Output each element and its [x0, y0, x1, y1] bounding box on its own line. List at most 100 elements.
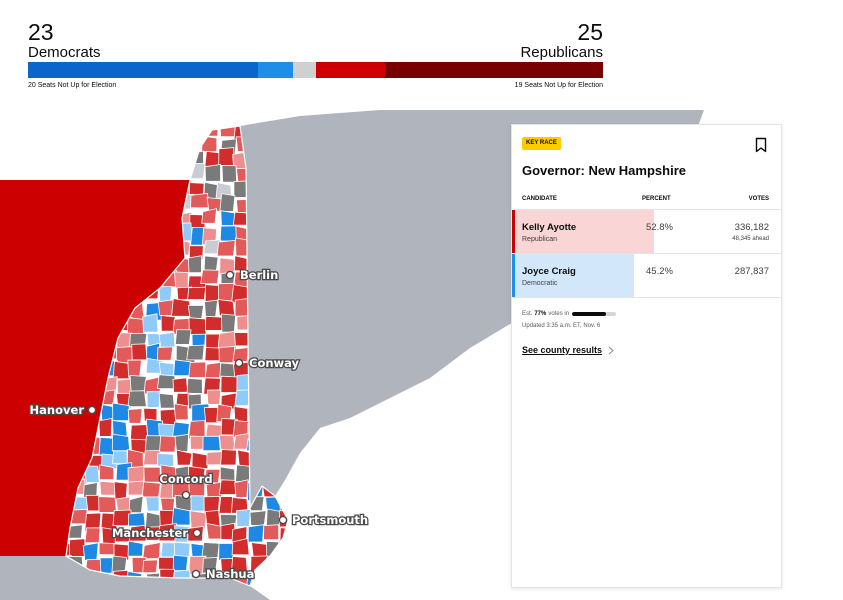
town-shape[interactable] [69, 119, 87, 138]
town-shape[interactable] [235, 464, 252, 483]
town-shape[interactable] [204, 164, 221, 182]
town-shape[interactable] [68, 149, 86, 167]
town-shape[interactable] [114, 121, 130, 138]
town-shape[interactable] [129, 374, 147, 393]
candidate-row-ayotte[interactable]: Kelly Ayotte Republican 52.8% 336,182 48… [512, 210, 781, 254]
town-shape[interactable] [201, 208, 218, 224]
town-shape[interactable] [127, 390, 147, 408]
town-shape[interactable] [172, 377, 189, 393]
town-shape[interactable] [160, 542, 177, 558]
town-shape[interactable] [295, 464, 311, 478]
town-shape[interactable] [54, 133, 72, 150]
town-shape[interactable] [129, 424, 149, 441]
town-shape[interactable] [113, 481, 128, 500]
see-county-results-link[interactable]: See county results [522, 345, 614, 355]
town-shape[interactable] [297, 570, 310, 584]
town-shape[interactable] [234, 389, 251, 407]
town-shape[interactable] [190, 192, 210, 209]
town-shape[interactable] [127, 359, 142, 378]
town-shape[interactable] [202, 435, 221, 452]
town-shape[interactable] [191, 333, 206, 347]
town-shape[interactable] [230, 556, 249, 575]
town-shape[interactable] [158, 286, 173, 302]
candidate-row-craig[interactable]: Joyce Craig Democratic 45.2% 287,837 [512, 254, 781, 298]
town-shape[interactable] [172, 554, 189, 572]
town-shape[interactable] [203, 255, 219, 273]
town-shape[interactable] [143, 466, 161, 483]
town-shape[interactable] [67, 139, 85, 155]
town-shape[interactable] [172, 421, 190, 437]
town-shape[interactable] [174, 433, 190, 452]
town-shape[interactable] [297, 455, 313, 468]
town-shape[interactable] [191, 451, 209, 470]
town-shape[interactable] [99, 133, 119, 151]
town-shape[interactable] [220, 449, 237, 466]
town-shape[interactable] [112, 450, 128, 465]
town-shape[interactable] [85, 494, 101, 512]
town-shape[interactable] [187, 305, 204, 319]
town-shape[interactable] [97, 166, 116, 183]
town-shape[interactable] [97, 120, 117, 138]
town-shape[interactable] [173, 359, 192, 377]
town-shape[interactable] [173, 403, 189, 421]
town-shape[interactable] [98, 418, 113, 437]
town-shape[interactable] [158, 331, 176, 348]
town-shape[interactable] [220, 313, 237, 333]
town-shape[interactable] [186, 344, 205, 361]
town-shape[interactable] [186, 121, 204, 136]
town-shape[interactable] [55, 166, 73, 182]
town-shape[interactable] [217, 330, 237, 350]
town-shape[interactable] [158, 392, 175, 409]
town-shape[interactable] [220, 375, 239, 393]
town-shape[interactable] [218, 542, 235, 561]
town-shape[interactable] [53, 152, 71, 171]
town-shape[interactable] [98, 464, 115, 481]
town-shape[interactable] [173, 125, 192, 141]
town-shape[interactable] [190, 495, 206, 512]
town-shape[interactable] [130, 122, 147, 138]
town-shape[interactable] [293, 497, 310, 511]
town-shape[interactable] [219, 193, 236, 212]
town-shape[interactable] [231, 538, 250, 556]
town-shape[interactable] [218, 434, 236, 451]
town-shape[interactable] [173, 134, 191, 152]
town-shape[interactable] [130, 150, 147, 169]
town-shape[interactable] [144, 435, 163, 452]
town-shape[interactable] [112, 402, 130, 422]
town-shape[interactable] [143, 121, 161, 136]
town-shape[interactable] [112, 360, 131, 380]
town-shape[interactable] [200, 269, 220, 285]
town-shape[interactable] [175, 449, 193, 466]
town-shape[interactable] [68, 165, 85, 182]
town-shape[interactable] [141, 481, 161, 498]
town-shape[interactable] [236, 509, 252, 527]
town-shape[interactable] [264, 567, 284, 584]
town-shape[interactable] [174, 329, 192, 345]
town-shape[interactable] [157, 148, 173, 165]
town-shape[interactable] [113, 543, 131, 561]
town-shape[interactable] [275, 569, 291, 586]
town-shape[interactable] [127, 408, 143, 424]
town-shape[interactable] [159, 435, 177, 453]
town-shape[interactable] [294, 527, 310, 543]
town-shape[interactable] [128, 524, 147, 542]
town-shape[interactable] [112, 420, 128, 437]
town-shape[interactable] [143, 134, 163, 150]
town-shape[interactable] [188, 317, 207, 336]
town-shape[interactable] [156, 346, 174, 361]
town-shape[interactable] [171, 164, 188, 181]
town-shape[interactable] [130, 132, 147, 151]
town-shape[interactable] [173, 271, 189, 289]
town-shape[interactable] [111, 433, 131, 452]
town-shape[interactable] [159, 121, 177, 137]
town-shape[interactable] [159, 135, 177, 151]
town-shape[interactable] [174, 525, 192, 543]
town-shape[interactable] [204, 299, 219, 318]
town-shape[interactable] [221, 164, 238, 183]
town-shape[interactable] [218, 346, 236, 364]
town-shape[interactable] [204, 150, 222, 170]
town-shape[interactable] [131, 343, 148, 361]
town-shape[interactable] [216, 239, 236, 257]
town-shape[interactable] [171, 507, 191, 526]
town-shape[interactable] [142, 313, 159, 333]
